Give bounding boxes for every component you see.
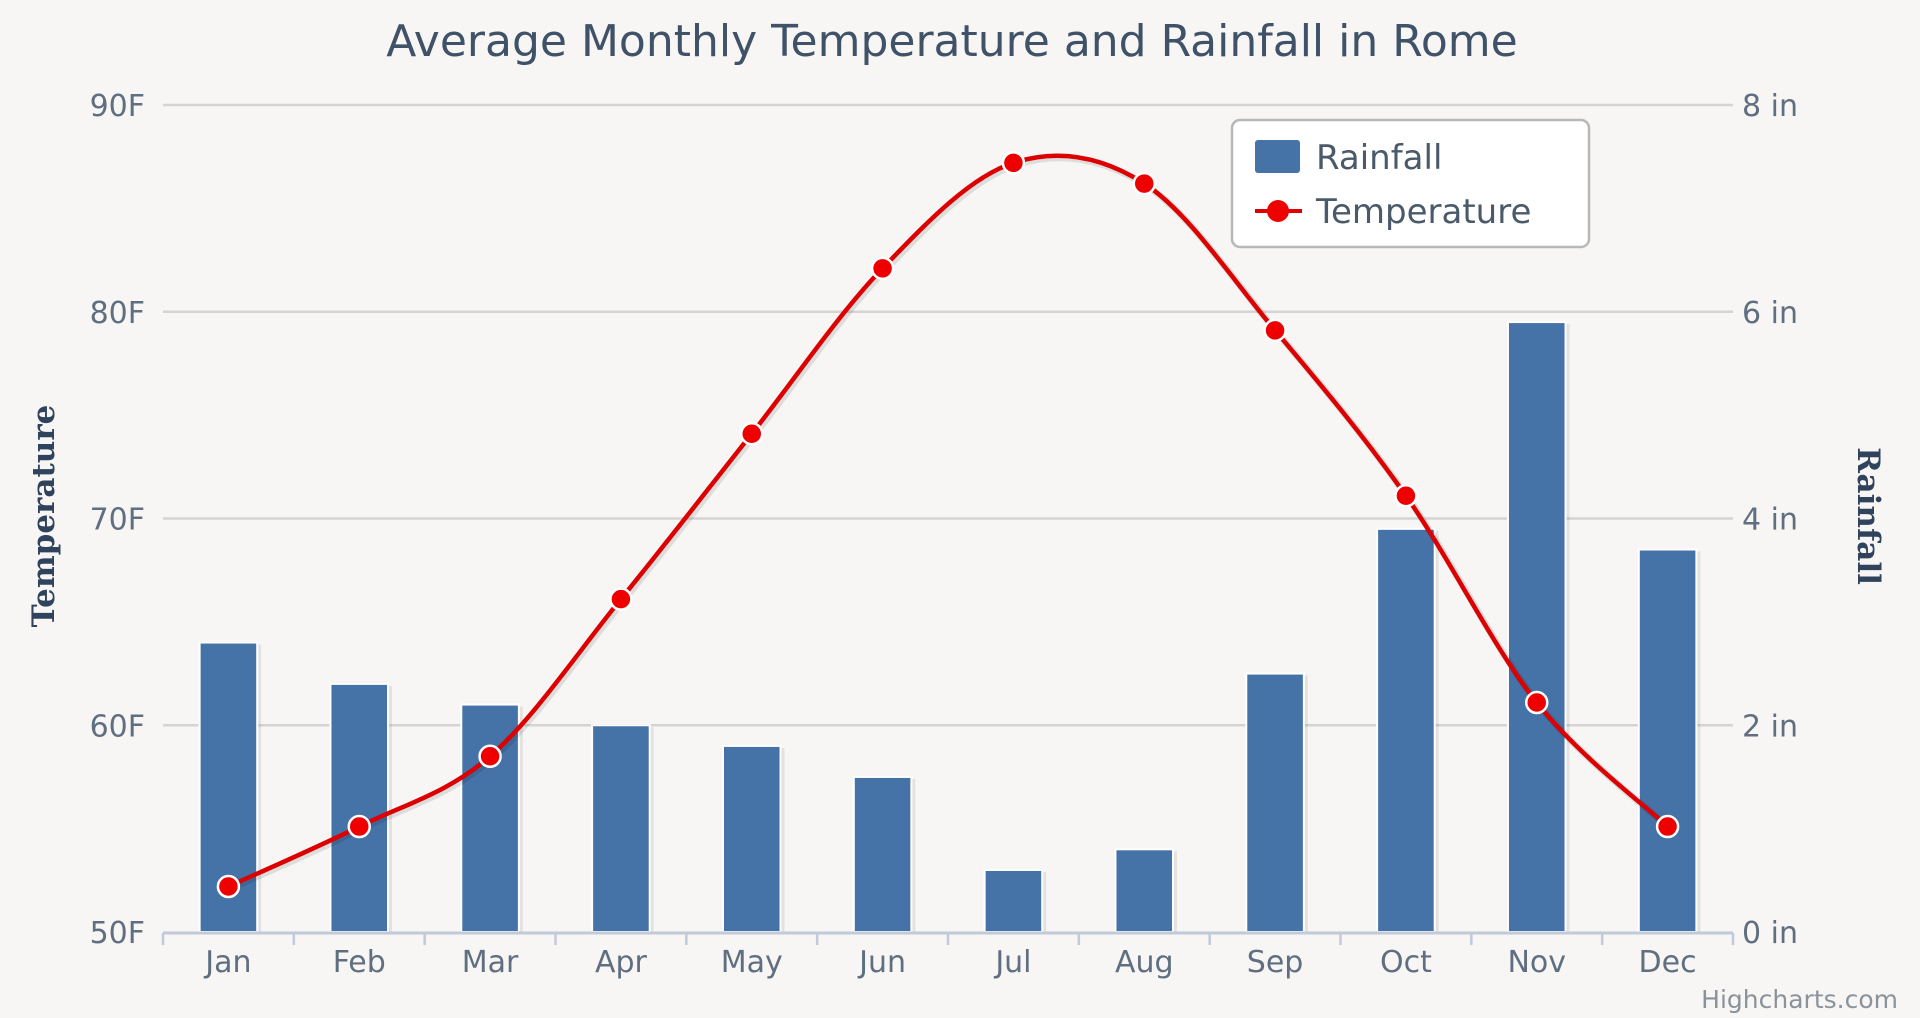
temperature-point[interactable] bbox=[1132, 171, 1156, 196]
legend-box bbox=[1230, 118, 1591, 249]
temperature-point[interactable] bbox=[1001, 151, 1026, 175]
temperature-point[interactable] bbox=[1394, 484, 1418, 508]
x-axis-tick-label: Apr bbox=[595, 945, 648, 980]
right-axis-title: Rainfall bbox=[1850, 447, 1886, 585]
temperature-point[interactable] bbox=[216, 874, 241, 899]
right-axis-tick-label: 4 in bbox=[1742, 503, 1798, 538]
x-axis-tick-label: Jul bbox=[993, 945, 1031, 980]
temperature-line-layer bbox=[216, 151, 1680, 899]
rainfall-bar[interactable] bbox=[1637, 548, 1698, 933]
x-axis-tick-label: Nov bbox=[1507, 945, 1566, 980]
x-axis-tick-label: Aug bbox=[1115, 945, 1174, 980]
x-axis-tick-label: Jan bbox=[203, 945, 251, 980]
temperature-line bbox=[227, 153, 1670, 889]
rainfall-bar[interactable] bbox=[591, 724, 651, 933]
x-axis-tick-label: Sep bbox=[1247, 945, 1304, 980]
gridlines bbox=[163, 103, 1733, 727]
x-axis-tick-label: Dec bbox=[1639, 945, 1697, 980]
x-axis-tick-label: May bbox=[721, 945, 783, 980]
left-axis-tick-label: 50F bbox=[90, 916, 145, 951]
left-axis-title: Temperature bbox=[26, 405, 62, 628]
x-axis-tick-label: Mar bbox=[462, 945, 519, 980]
temperature-point[interactable] bbox=[347, 814, 371, 839]
temperature-line-shadow bbox=[228, 154, 1672, 892]
rainfall-bar[interactable] bbox=[1506, 321, 1567, 933]
temperature-point[interactable] bbox=[740, 421, 764, 446]
legend-rainfall-label: Rainfall bbox=[1316, 138, 1442, 178]
chart-title: Average Monthly Temperature and Rainfall… bbox=[386, 16, 1517, 67]
temperature-point[interactable] bbox=[870, 256, 895, 281]
right-axis-tick-label: 2 in bbox=[1742, 709, 1798, 744]
left-axis-tick-label: 80F bbox=[90, 296, 145, 331]
right-axis-tick-label: 0 in bbox=[1742, 916, 1798, 951]
rainfall-bar[interactable] bbox=[721, 744, 782, 933]
legend-item-temperature[interactable]: Temperature bbox=[1255, 192, 1531, 232]
left-axis-tick-label: 70F bbox=[90, 503, 145, 538]
right-axis-tick-label: 6 in bbox=[1742, 296, 1798, 331]
chart-credit[interactable]: Highcharts.com bbox=[1701, 985, 1898, 1014]
x-axis-tick-label: Jun bbox=[857, 945, 906, 980]
right-axis-tick-label: 8 in bbox=[1742, 89, 1798, 124]
temperature-point[interactable] bbox=[1655, 814, 1680, 839]
temperature-point[interactable] bbox=[478, 744, 502, 769]
rainfall-bars bbox=[198, 321, 1701, 934]
temperature-point[interactable] bbox=[1525, 690, 1549, 715]
x-axis-tick-label: Oct bbox=[1380, 945, 1432, 980]
left-axis-tick-label: 60F bbox=[90, 709, 145, 744]
rainfall-bar[interactable] bbox=[329, 682, 390, 934]
legend[interactable]: Rainfall Temperature bbox=[1230, 118, 1591, 249]
legend-item-rainfall[interactable]: Rainfall bbox=[1255, 138, 1442, 178]
rainfall-bar[interactable] bbox=[1376, 527, 1436, 934]
rainfall-bar[interactable] bbox=[983, 868, 1044, 933]
temperature-point[interactable] bbox=[1263, 318, 1287, 343]
rainfall-bar[interactable] bbox=[1114, 848, 1175, 933]
legend-temperature-marker bbox=[1267, 200, 1289, 222]
x-axis-tick-label: Feb bbox=[333, 945, 386, 980]
rainfall-bar[interactable] bbox=[852, 775, 913, 933]
legend-temperature-label: Temperature bbox=[1315, 192, 1531, 232]
axes: 50F 60F 70F 80F 90F 0 in 2 in 4 in 6 in 8 in Jan Fe… bbox=[90, 89, 1798, 980]
temperature-point[interactable] bbox=[609, 587, 633, 611]
legend-rainfall-swatch bbox=[1255, 140, 1300, 173]
rainfall-bar[interactable] bbox=[1245, 672, 1305, 933]
left-axis-tick-label: 90F bbox=[90, 89, 145, 124]
